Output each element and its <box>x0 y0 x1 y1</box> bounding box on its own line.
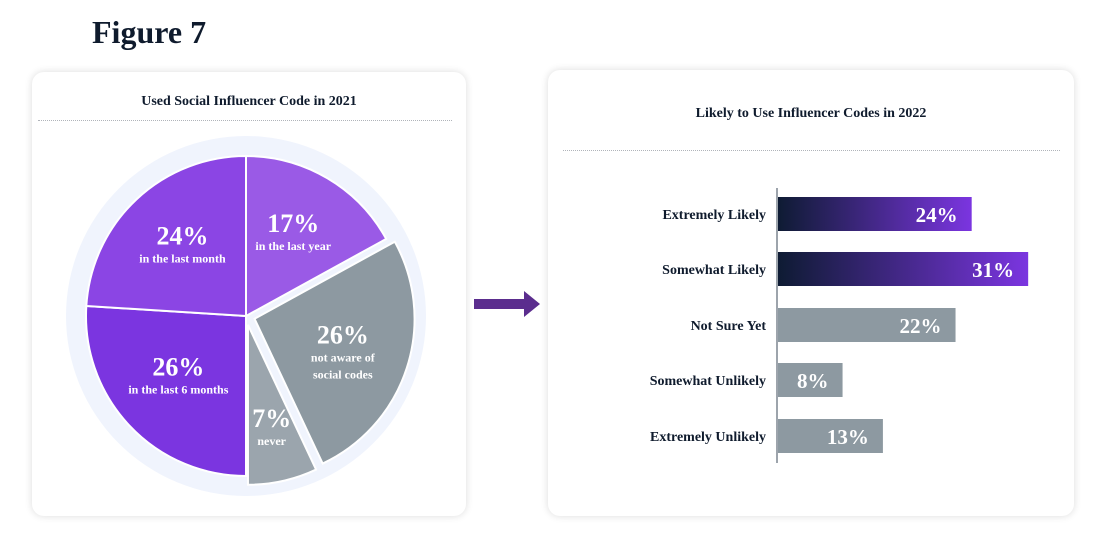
pie-slice <box>253 240 416 465</box>
bar-value-label: 24% <box>916 203 958 227</box>
pie-slice <box>85 304 247 478</box>
pie-slice <box>246 324 318 486</box>
pie-slice-percent: 26% <box>317 320 369 349</box>
pie-slice-percent: 24% <box>156 221 208 250</box>
arrow-right-icon <box>474 291 540 317</box>
pie-title-divider <box>38 120 452 121</box>
bar <box>778 308 956 342</box>
bar-category-label: Somewhat Unlikely <box>650 374 766 389</box>
pie-slice-label: never <box>257 434 286 448</box>
bar-value-label: 31% <box>972 258 1014 282</box>
bar <box>778 419 883 453</box>
pie-slice-label: not aware of <box>311 350 376 364</box>
pie-slice-label: social codes <box>313 367 373 381</box>
bar-category-label: Extremely Unlikely <box>650 430 766 445</box>
bar-value-label: 8% <box>797 369 829 393</box>
pie-slice <box>85 154 247 318</box>
pie-slice-label: in the last 6 months <box>128 383 228 397</box>
bar-title-divider <box>563 150 1060 151</box>
bar <box>778 363 843 397</box>
bar-value-label: 13% <box>827 425 869 449</box>
pie-slice-percent: 7% <box>252 404 291 433</box>
bar-chart-title: Likely to Use Influencer Codes in 2022 <box>695 106 927 121</box>
pie-slice-percent: 26% <box>152 353 204 382</box>
bar-category-label: Extremely Likely <box>662 208 766 223</box>
pie-slice-label: in the last year <box>255 239 331 253</box>
bar-value-label: 22% <box>900 314 942 338</box>
pie-slice-percent: 17% <box>267 209 319 238</box>
bar-category-label: Not Sure Yet <box>691 319 767 334</box>
bar <box>778 197 972 231</box>
bar-category-label: Somewhat Likely <box>662 263 766 278</box>
pie-chart-title: Used Social Influencer Code in 2021 <box>141 94 357 109</box>
pie-slice <box>245 154 388 318</box>
pie-slice-label: in the last month <box>139 251 226 265</box>
figure-title: Figure 7 <box>92 14 207 50</box>
bar <box>778 252 1029 286</box>
